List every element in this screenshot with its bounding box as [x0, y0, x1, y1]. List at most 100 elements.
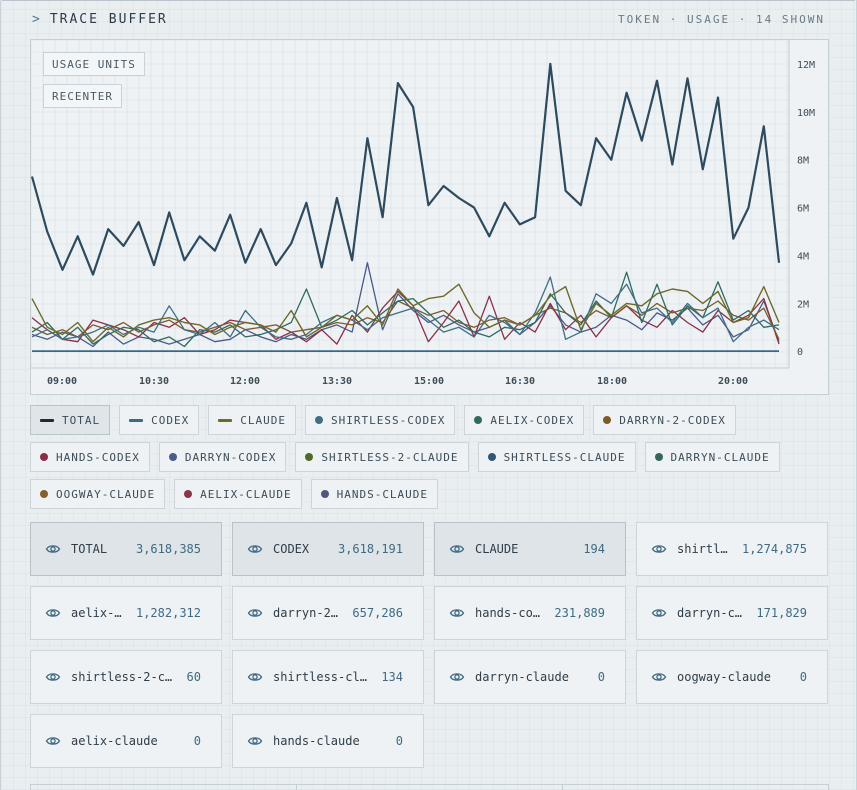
- legend-chip-shirtless-codex[interactable]: SHIRTLESS-CODEX: [305, 405, 456, 435]
- series-line-darryn-codex: [31, 262, 780, 348]
- eye-icon[interactable]: [45, 669, 61, 685]
- eye-icon[interactable]: [45, 605, 61, 621]
- legend-chip-oogway-claude[interactable]: OOGWAY-CLAUDE: [30, 479, 166, 509]
- legend-chip-claude[interactable]: CLAUDE: [208, 405, 296, 435]
- series-legend: TOTAL CODEX CLAUDE SHIRTLESS-CODEX AELIX-COD…: [30, 405, 830, 509]
- legend-chip-shirtless-claude[interactable]: SHIRTLESS-CLAUDE: [477, 442, 636, 472]
- legend-swatch: [320, 490, 329, 498]
- legend-swatch: [40, 453, 48, 461]
- series-card-oogway-claude[interactable]: oogway-claude 0: [636, 650, 828, 704]
- series-card-name: aelix-claude: [71, 734, 158, 748]
- x-tick-label: 13:30: [322, 376, 352, 387]
- series-line-claude: [31, 283, 780, 343]
- legend-chip-hands-claude[interactable]: HANDS-CLAUDE: [310, 479, 439, 509]
- eye-icon[interactable]: [449, 541, 465, 557]
- legend-chip-darryn-2-codex[interactable]: DARRYN-2-CODEX: [593, 405, 736, 435]
- series-card-codex[interactable]: CODEX 3,618,191: [232, 522, 424, 576]
- series-card-shirtless-2-claude[interactable]: shirtless-2-claude 60: [30, 650, 222, 704]
- recenter-button[interactable]: RECENTER: [43, 84, 122, 108]
- series-card-claude[interactable]: CLAUDE 194: [434, 522, 626, 576]
- series-card-shirtless-claude[interactable]: shirtless-claude 134: [232, 650, 424, 704]
- legend-chip-darryn-claude[interactable]: DARRYN-CLAUDE: [644, 442, 780, 472]
- series-card-name: CODEX: [273, 542, 310, 556]
- series-card-name: shirtless-claude: [273, 670, 371, 684]
- eye-icon[interactable]: [651, 669, 667, 685]
- series-line-hands-codex: [31, 290, 780, 345]
- series-card-value: 3,618,191: [337, 542, 403, 556]
- series-line-total: [31, 62, 781, 276]
- eye-icon[interactable]: [449, 605, 465, 621]
- x-tick-label: 16:30: [505, 376, 535, 387]
- eye-icon[interactable]: [651, 541, 667, 557]
- series-card-value: 194: [583, 542, 605, 556]
- legend-label: AELIX-CODEX: [490, 413, 575, 427]
- series-card-value: 0: [597, 670, 605, 684]
- legend-swatch: [184, 490, 193, 498]
- series-card-darryn-claude[interactable]: darryn-claude 0: [434, 650, 626, 704]
- legend-chip-darryn-codex[interactable]: DARRYN-CODEX: [158, 442, 287, 472]
- legend-chip-shirtless-2-claude[interactable]: SHIRTLESS-2-CLAUDE: [295, 442, 469, 472]
- series-card-value: 134: [381, 670, 403, 684]
- legend-chip-aelix-claude[interactable]: AELIX-CLAUDE: [174, 479, 302, 509]
- series-card-hands-claude[interactable]: hands-claude 0: [232, 714, 424, 768]
- x-tick-label: 18:00: [597, 376, 627, 387]
- series-card-name: darryn-claude: [475, 670, 569, 684]
- series-card-name: shirtless-2-claude: [71, 670, 177, 684]
- series-card-value: 3,618,385: [135, 542, 201, 556]
- legend-swatch: [40, 490, 48, 498]
- series-line-aelix-codex: [31, 271, 780, 348]
- legend-swatch: [654, 453, 663, 461]
- legend-chip-total[interactable]: TOTAL: [30, 405, 111, 435]
- series-card-name: darryn-codex: [677, 606, 746, 620]
- usage-chart[interactable]: 12M 10M 8M 6M 4M 2M 0 09:00 10:30 12:00 13:30 15:00…: [30, 39, 829, 395]
- series-card-shirtless-codex[interactable]: shirtless-codex 1,274,875: [636, 522, 828, 576]
- series-card-value: 0: [799, 670, 807, 684]
- eye-icon[interactable]: [247, 605, 263, 621]
- x-tick-label: 10:30: [139, 376, 169, 387]
- usage-units-button[interactable]: USAGE UNITS: [43, 52, 145, 76]
- legend-label: TOTAL: [62, 413, 101, 427]
- eye-icon[interactable]: [247, 733, 263, 749]
- series-card-name: oogway-claude: [677, 670, 771, 684]
- legend-label: DARRYN-2-CODEX: [619, 413, 726, 427]
- legend-chip-codex[interactable]: CODEX: [119, 405, 200, 435]
- legend-swatch: [129, 418, 144, 422]
- legend-chip-aelix-codex[interactable]: AELIX-CODEX: [464, 405, 585, 435]
- series-card-value: 1,282,312: [135, 606, 201, 620]
- eye-icon[interactable]: [449, 669, 465, 685]
- legend-swatch: [474, 416, 483, 424]
- series-card-value: 0: [395, 734, 403, 748]
- series-card-value: 657,286: [352, 606, 403, 620]
- series-card-value: 60: [186, 670, 201, 684]
- series-card-darryn-codex[interactable]: darryn-codex 171,829: [636, 586, 828, 640]
- series-card-total[interactable]: TOTAL 3,618,385: [30, 522, 222, 576]
- series-card-value: 0: [193, 734, 201, 748]
- x-tick-label: 15:00: [414, 376, 444, 387]
- panel-title: > TRACE BUFFER: [32, 12, 168, 27]
- bottom-panel-edge: [30, 784, 829, 790]
- y-tick-label: 10M: [797, 108, 815, 119]
- prompt-caret-icon: >: [32, 12, 42, 27]
- eye-icon[interactable]: [45, 733, 61, 749]
- series-card-aelix-codex[interactable]: aelix-codex 1,282,312: [30, 586, 222, 640]
- series-cards: TOTAL 3,618,385 CODEX 3,618,191 CLAUDE 194 shi…: [30, 522, 830, 768]
- panel-header: > TRACE BUFFER TOKEN · USAGE · 14 SHOWN: [2, 0, 855, 38]
- series-card-hands-codex[interactable]: hands-codex 231,889: [434, 586, 626, 640]
- legend-chip-hands-codex[interactable]: HANDS-CODEX: [30, 442, 150, 472]
- legend-label: CLAUDE: [240, 413, 286, 427]
- series-card-value: 231,889: [554, 606, 605, 620]
- legend-swatch: [168, 453, 177, 461]
- x-tick-label: 12:00: [230, 376, 260, 387]
- y-tick-label: 8M: [797, 156, 809, 167]
- usage-chart-svg: 12M 10M 8M 6M 4M 2M 0 09:00 10:30 12:00 13:30 15:00…: [31, 40, 815, 387]
- series-card-name: aelix-codex: [71, 606, 126, 620]
- eye-icon[interactable]: [247, 669, 263, 685]
- series-line-shirtless-codex: [31, 276, 780, 343]
- legend-label: SHIRTLESS-CLAUDE: [503, 450, 626, 464]
- eye-icon[interactable]: [247, 541, 263, 557]
- eye-icon[interactable]: [651, 605, 667, 621]
- series-card-aelix-claude[interactable]: aelix-claude 0: [30, 714, 222, 768]
- eye-icon[interactable]: [45, 541, 61, 557]
- series-card-darryn-2-codex[interactable]: darryn-2-codex 657,286: [232, 586, 424, 640]
- legend-swatch: [305, 453, 314, 461]
